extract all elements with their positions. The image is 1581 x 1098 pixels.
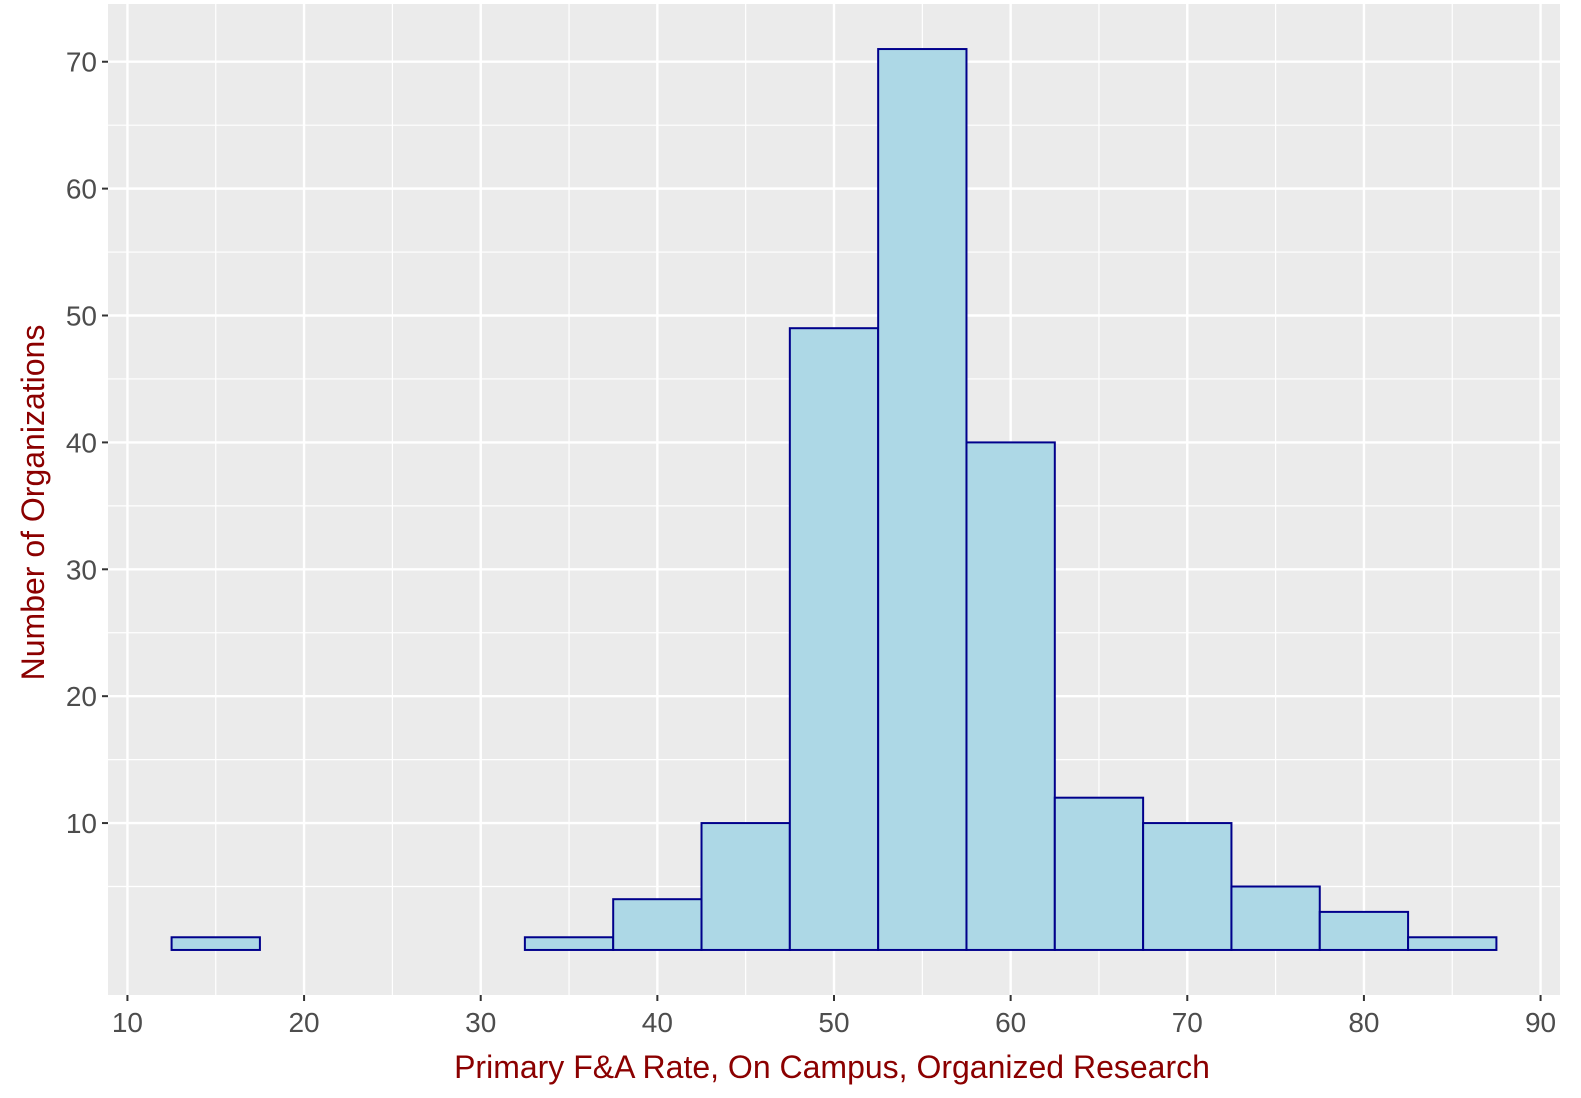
histogram-bar — [700, 822, 791, 951]
y-axis: 10 20 30 40 50 60 70 — [66, 47, 108, 839]
histogram-bar — [523, 936, 615, 951]
histogram-bar — [965, 441, 1056, 951]
y-tick-label: 30 — [66, 554, 97, 585]
y-tick-label: 70 — [66, 47, 97, 78]
histogram-bar — [612, 898, 703, 951]
x-tick-label: 80 — [1348, 1007, 1379, 1038]
x-tick-label: 30 — [465, 1007, 496, 1038]
histogram-bars — [170, 48, 1498, 951]
x-axis: 10 20 30 40 50 60 70 80 90 — [112, 995, 1556, 1038]
x-tick-label: 40 — [642, 1007, 673, 1038]
histogram-bar — [1053, 796, 1145, 951]
x-tick-label: 50 — [818, 1007, 849, 1038]
y-tick-label: 40 — [66, 427, 97, 458]
histogram-bar — [877, 48, 968, 951]
histogram-bar — [1318, 910, 1410, 951]
y-tick-label: 20 — [66, 681, 97, 712]
histogram-bar — [1230, 885, 1321, 951]
x-tick-label: 10 — [112, 1007, 143, 1038]
histogram-bar — [788, 327, 880, 951]
x-tick-label: 60 — [995, 1007, 1026, 1038]
y-tick-label: 60 — [66, 174, 97, 205]
histogram-bar — [1142, 822, 1233, 951]
y-tick-label: 10 — [66, 808, 97, 839]
histogram-bar — [1407, 936, 1498, 951]
x-axis-title: Primary F&A Rate, On Campus, Organized R… — [454, 1049, 1210, 1085]
y-axis-title: Number of Organizations — [15, 325, 51, 681]
histogram-bar — [170, 936, 261, 951]
x-tick-label: 20 — [288, 1007, 319, 1038]
x-tick-label: 70 — [1172, 1007, 1203, 1038]
x-tick-label: 90 — [1525, 1007, 1556, 1038]
y-tick-label: 50 — [66, 301, 97, 332]
